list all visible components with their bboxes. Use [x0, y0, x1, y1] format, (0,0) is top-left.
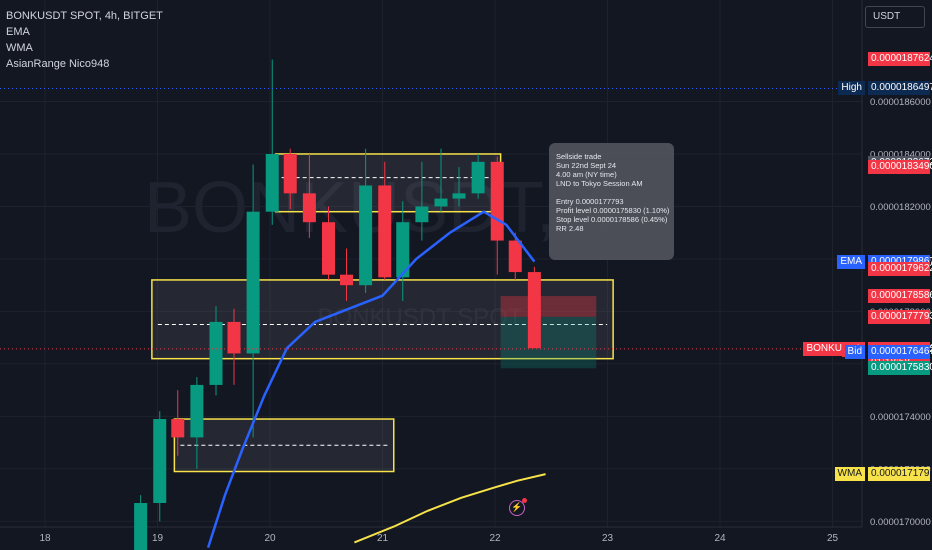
info-line: Entry 0.0000177793 [556, 197, 624, 206]
info-line: 4.00 am (NY time) [556, 170, 617, 179]
y-tick-label: 0.0000174000 [870, 412, 931, 423]
info-line: Sun 22nd Sept 24 [556, 161, 617, 170]
candle-down [322, 222, 335, 275]
stop-zone [500, 296, 597, 317]
price-tag: 0.0000186497 [868, 81, 932, 96]
candle-up [190, 384, 204, 438]
y-tick-label: 0.0000184000 [870, 149, 931, 160]
lightning-icon[interactable]: ⚡ [509, 498, 527, 516]
x-tick-label: 21 [377, 533, 389, 544]
chart-legend: BONKUSDT SPOT, 4h, BITGET EMA WMA AsianR… [6, 8, 163, 72]
trade-info-box: Sellside trade Sun 22nd Sept 24 4.00 am … [549, 143, 674, 260]
price-tag: 0.0000171797 [868, 467, 932, 482]
candle-up [452, 193, 466, 199]
candle-up [434, 198, 448, 207]
price-tag: 0.0000177793 [868, 309, 932, 324]
info-line: Sellside trade [556, 152, 602, 161]
candle-up [359, 185, 373, 286]
indicator-lines [206, 210, 546, 548]
candle-up [209, 321, 223, 385]
price-tag: 0.0000175830 [868, 361, 932, 376]
price-tag: 0.0000187624 [868, 51, 932, 66]
candle-up [153, 419, 167, 504]
candle-down [340, 274, 353, 286]
x-tick-label: 25 [827, 533, 839, 544]
info-line: RR 2.48 [556, 224, 584, 233]
x-tick-label: 24 [714, 533, 726, 544]
info-line: Stop level 0.0000178586 (0.45%) [556, 215, 668, 224]
legend-indicator-wma[interactable]: WMA [6, 42, 33, 54]
price-tag: 0.0000183490 [868, 160, 932, 175]
candle-up [134, 503, 148, 550]
y-tick-label: 0.0000186000 [870, 97, 931, 108]
x-tick-label: 23 [602, 533, 614, 544]
y-tick-label: 0.0000170000 [870, 517, 931, 528]
candle-down [490, 161, 504, 241]
grid [0, 0, 863, 528]
candle-up [396, 222, 410, 278]
currency-selector[interactable]: USDT [865, 6, 925, 28]
x-tick-label: 20 [264, 533, 276, 544]
x-tick-label: 18 [39, 533, 51, 544]
y-tick-label: 0.0000182000 [870, 202, 931, 213]
candle-down [171, 419, 185, 438]
candle-up [246, 211, 260, 354]
candle-down [302, 193, 316, 223]
candle-down [227, 321, 241, 354]
asian-range-1 [173, 418, 395, 473]
x-tick-label: 22 [489, 533, 501, 544]
candle-down [378, 185, 392, 278]
candle-up [265, 153, 279, 212]
candle-down [283, 153, 297, 194]
trade-position [500, 296, 597, 369]
price-tag-label: WMA [834, 467, 865, 482]
notification-dot [522, 498, 527, 503]
info-line: Profit level 0.0000175830 (1.10%) [556, 206, 670, 215]
candle-down [508, 240, 522, 273]
candles [134, 59, 541, 550]
time-axis[interactable]: 18 19 20 21 22 23 24 25 [39, 533, 838, 544]
ema-line [206, 210, 536, 548]
info-line [556, 188, 674, 197]
x-tick-label: 19 [152, 533, 164, 544]
candle-up [471, 161, 485, 194]
info-line: LND to Tokyo Session AM [556, 179, 643, 188]
price-tag: 0.0000179622 [868, 261, 932, 276]
legend-symbol[interactable]: BONKUSDT SPOT, 4h, BITGET [6, 10, 163, 22]
legend-indicator-ema[interactable]: EMA [6, 26, 30, 38]
legend-indicator-asianrange[interactable]: AsianRange Nico948 [6, 58, 110, 70]
candle-down [527, 272, 541, 349]
price-tag: 0.0000178586 [868, 289, 932, 304]
price-tag-label: EMA [837, 255, 865, 270]
candle-up [415, 206, 429, 223]
price-tag: 0.0000176467 [868, 344, 932, 359]
price-tag-label: Bid [844, 344, 865, 359]
profit-zone [500, 316, 597, 369]
price-tag-label: High [838, 81, 865, 96]
wma-line [354, 473, 546, 544]
